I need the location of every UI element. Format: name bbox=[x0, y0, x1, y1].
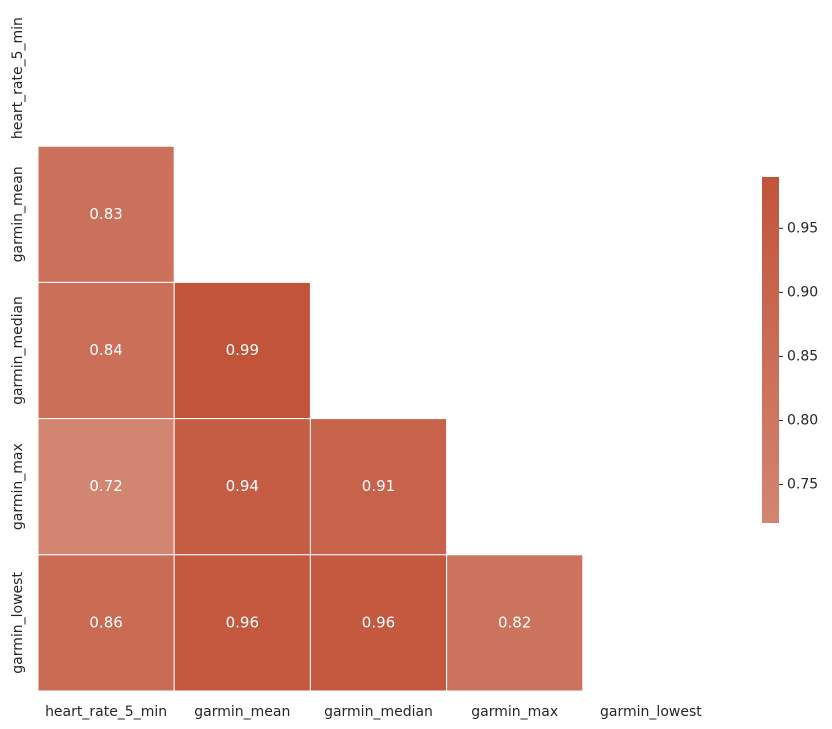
colorbar-tick-label: 0.85 bbox=[787, 348, 818, 364]
heatmap-cell bbox=[309, 554, 448, 692]
heatmap-cell bbox=[37, 281, 175, 420]
cell-label: 0.84 bbox=[89, 341, 122, 359]
x-tick-label: heart_rate_5_min bbox=[45, 704, 167, 720]
x-tick-label: garmin_median bbox=[324, 704, 433, 720]
x-tick-label: garmin_mean bbox=[194, 704, 290, 720]
heatmap-cell bbox=[173, 281, 311, 420]
y-tick-label: garmin_median bbox=[10, 296, 26, 405]
colorbar-tick-label: 0.75 bbox=[787, 477, 818, 493]
x-tick-label: garmin_max bbox=[471, 704, 558, 720]
x-tick-label: garmin_lowest bbox=[600, 704, 702, 720]
y-tick-label: garmin_mean bbox=[10, 166, 26, 262]
colorbar-tick-label: 0.90 bbox=[787, 284, 818, 300]
cell-label: 0.86 bbox=[89, 613, 122, 631]
heatmap-cell bbox=[37, 418, 175, 556]
y-tick-label: garmin_max bbox=[10, 443, 26, 530]
heatmap-cell bbox=[37, 145, 175, 283]
cell-label: 0.91 bbox=[362, 477, 395, 495]
y-tick-label: heart_rate_5_min bbox=[10, 17, 26, 139]
cell-label: 0.83 bbox=[89, 205, 122, 223]
heatmap-cell bbox=[309, 418, 448, 556]
heatmap-cell bbox=[37, 554, 175, 692]
heatmap-cell bbox=[446, 554, 584, 692]
heatmap-cell bbox=[173, 554, 311, 692]
colorbar-tick-label: 0.80 bbox=[787, 412, 818, 428]
cell-label: 0.96 bbox=[226, 613, 259, 631]
colorbar bbox=[762, 177, 779, 523]
y-tick-label: garmin_lowest bbox=[10, 572, 26, 674]
colorbar-tick-label: 0.95 bbox=[787, 220, 818, 236]
heatmap-cell bbox=[173, 418, 311, 556]
cell-label: 0.72 bbox=[89, 477, 122, 495]
cell-label: 0.96 bbox=[362, 613, 395, 631]
cell-label: 0.99 bbox=[226, 341, 259, 359]
cell-label: 0.94 bbox=[226, 477, 259, 495]
cell-label: 0.82 bbox=[498, 613, 531, 631]
